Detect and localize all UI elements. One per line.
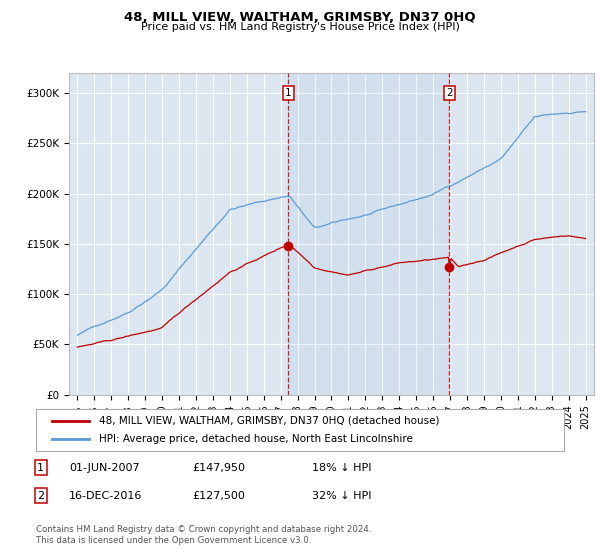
Bar — [289, 73, 449, 395]
Text: Price paid vs. HM Land Registry's House Price Index (HPI): Price paid vs. HM Land Registry's House … — [140, 22, 460, 32]
Text: 2: 2 — [446, 88, 452, 98]
Text: 1: 1 — [37, 463, 44, 473]
Text: 2: 2 — [37, 491, 44, 501]
Text: 01-JUN-2007: 01-JUN-2007 — [69, 463, 140, 473]
Text: 32% ↓ HPI: 32% ↓ HPI — [312, 491, 371, 501]
Text: Contains HM Land Registry data © Crown copyright and database right 2024.
This d: Contains HM Land Registry data © Crown c… — [36, 525, 371, 545]
Text: 48, MILL VIEW, WALTHAM, GRIMSBY, DN37 0HQ: 48, MILL VIEW, WALTHAM, GRIMSBY, DN37 0H… — [124, 11, 476, 24]
Text: HPI: Average price, detached house, North East Lincolnshire: HPI: Average price, detached house, Nort… — [100, 434, 413, 444]
Text: 1: 1 — [285, 88, 292, 98]
Text: 48, MILL VIEW, WALTHAM, GRIMSBY, DN37 0HQ (detached house): 48, MILL VIEW, WALTHAM, GRIMSBY, DN37 0H… — [100, 416, 440, 426]
Text: 16-DEC-2016: 16-DEC-2016 — [69, 491, 142, 501]
Text: 18% ↓ HPI: 18% ↓ HPI — [312, 463, 371, 473]
Text: £127,500: £127,500 — [192, 491, 245, 501]
Text: £147,950: £147,950 — [192, 463, 245, 473]
